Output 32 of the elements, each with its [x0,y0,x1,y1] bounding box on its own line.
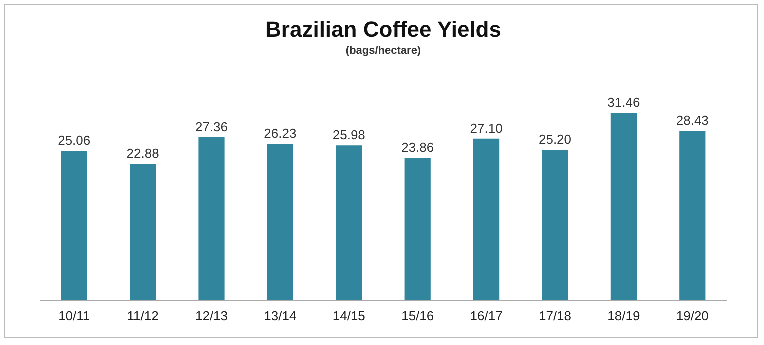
x-tick-label: 19/20 [676,308,709,324]
bar [198,137,225,300]
x-tick-label: 10/11 [58,308,90,324]
x-tick-label: 14/15 [332,308,366,324]
data-label: 25.20 [538,132,572,148]
data-label: 25.06 [58,133,91,148]
x-tick-label: 16/17 [470,308,503,324]
x-tick-label: 11/12 [127,308,159,324]
x-tick-label: 13/14 [264,308,297,324]
bar [267,144,294,300]
x-tick-label: 12/13 [195,308,228,324]
data-label: 27.36 [195,119,228,134]
chart-subtitle: (bags/hectare) [346,45,422,57]
bar [61,151,88,300]
data-label: 23.86 [402,140,434,156]
data-label: 26.23 [264,126,297,142]
data-label: 27.10 [470,120,503,136]
chart-title: Brazilian Coffee Yields [266,17,502,42]
bar [336,146,362,300]
bar [542,150,568,300]
x-tick-label: 17/18 [538,308,572,324]
bar [680,131,706,300]
bar [473,138,500,300]
bar [130,164,156,300]
bar [610,113,638,300]
data-label: 31.46 [608,95,640,110]
data-label: 28.43 [676,113,709,128]
bar [404,158,431,300]
data-label: 22.88 [126,146,160,161]
data-label: 25.98 [332,128,366,143]
x-tick-label: 15/16 [402,308,434,324]
x-tick-label: 18/19 [608,308,640,324]
